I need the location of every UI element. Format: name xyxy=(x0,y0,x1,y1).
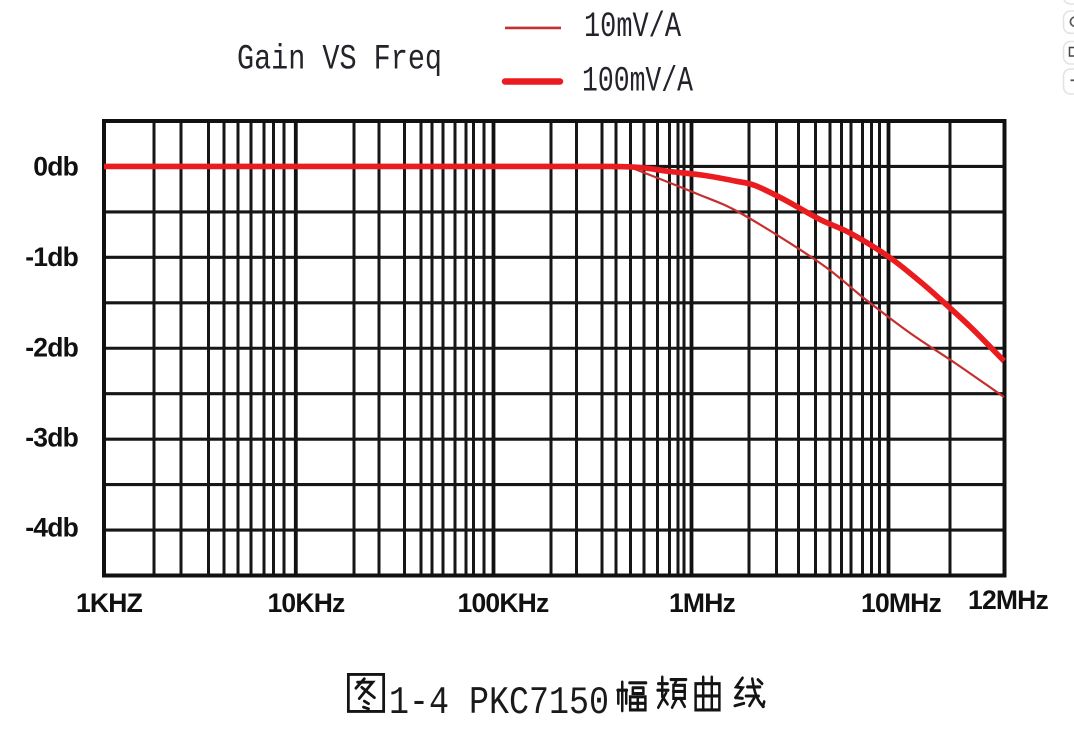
svg-text:-1db: -1db xyxy=(25,242,78,272)
svg-text:10mV/A: 10mV/A xyxy=(584,7,681,47)
svg-text:1MHz: 1MHz xyxy=(669,588,736,618)
svg-text:-3db: -3db xyxy=(25,423,78,453)
svg-text:0db: 0db xyxy=(33,152,78,182)
svg-text:1-4 PKC7150: 1-4 PKC7150 xyxy=(389,681,609,725)
svg-text:10KHz: 10KHz xyxy=(267,588,345,618)
svg-text:100KHz: 100KHz xyxy=(458,588,549,618)
svg-text:10MHz: 10MHz xyxy=(861,588,941,618)
svg-text:1KHZ: 1KHZ xyxy=(76,588,143,618)
svg-text:-2db: -2db xyxy=(25,333,78,363)
svg-text:-4db: -4db xyxy=(25,513,78,543)
svg-text:12MHz: 12MHz xyxy=(968,585,1048,615)
svg-text:Gain VS Freq: Gain VS Freq xyxy=(237,40,442,80)
svg-text:100mV/A: 100mV/A xyxy=(582,62,693,102)
